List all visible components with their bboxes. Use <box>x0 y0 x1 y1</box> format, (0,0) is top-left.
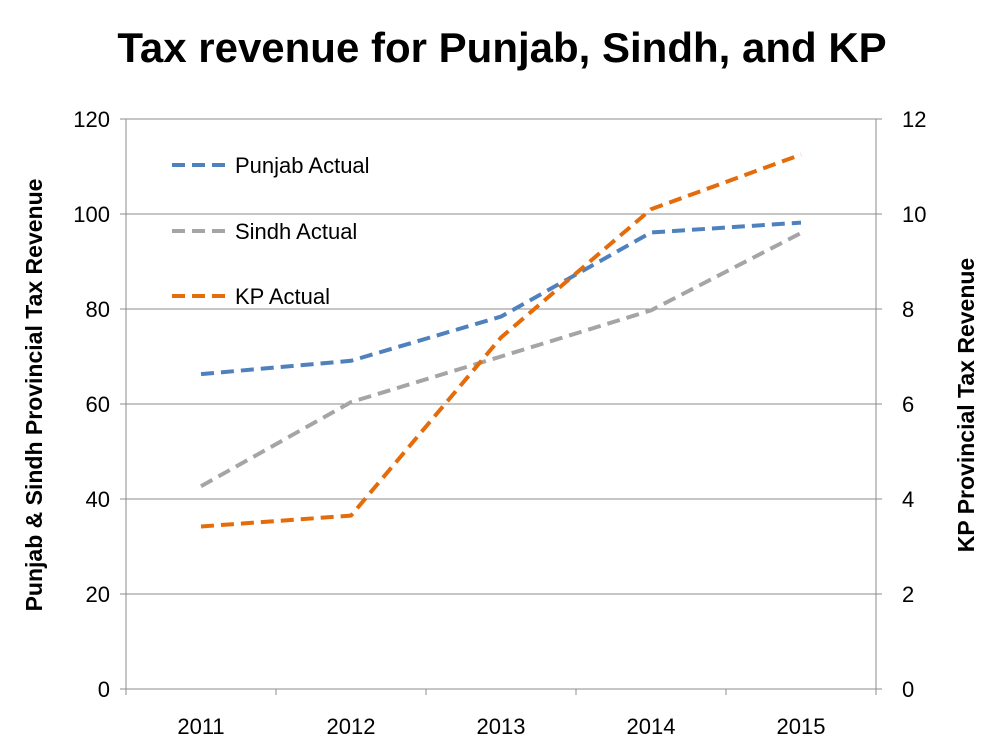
x-tick-label: 2012 <box>327 714 376 739</box>
x-ticks: 2011 2012 2013 2014 2015 <box>177 714 825 739</box>
right-y-tick-label: 6 <box>902 392 914 417</box>
series-lines <box>200 152 802 529</box>
right-y-ticks: 0 2 4 6 8 10 12 <box>902 107 926 702</box>
legend-label: Punjab Actual <box>235 153 370 178</box>
left-y-tick-label: 60 <box>86 392 110 417</box>
x-tick-label: 2011 <box>177 714 224 739</box>
axes <box>120 118 882 695</box>
left-y-tick-label: 80 <box>86 297 110 322</box>
right-y-tick-label: 12 <box>902 107 926 132</box>
series-line-kp-actual <box>200 152 802 529</box>
series-line-sindh-actual <box>200 231 802 488</box>
chart-title: Tax revenue for Punjab, Sindh, and KP <box>117 24 886 71</box>
right-y-tick-label: 4 <box>902 487 914 512</box>
left-y-tick-label: 100 <box>73 202 110 227</box>
right-y-tick-label: 0 <box>902 677 914 702</box>
left-y-tick-label: 20 <box>86 582 110 607</box>
series-line-punjab-actual <box>200 220 802 377</box>
legend-label: KP Actual <box>235 284 330 309</box>
left-y-tick-label: 40 <box>86 487 110 512</box>
x-tick-label: 2014 <box>627 714 676 739</box>
x-tick-label: 2015 <box>777 714 826 739</box>
legend-label: Sindh Actual <box>235 219 357 244</box>
right-y-tick-label: 10 <box>902 202 926 227</box>
right-y-axis-title: KP Provincial Tax Revenue <box>953 258 979 552</box>
left-y-axis-title: Punjab & Sindh Provincial Tax Revenue <box>21 179 47 612</box>
right-y-tick-label: 8 <box>902 297 914 322</box>
x-tick-label: 2013 <box>477 714 526 739</box>
right-y-tick-label: 2 <box>902 582 914 607</box>
left-y-ticks: 0 20 40 60 80 100 120 <box>73 107 110 702</box>
gridlines <box>126 118 876 595</box>
legend: Punjab Actual Sindh Actual KP Actual <box>172 153 370 309</box>
left-y-tick-label: 0 <box>98 677 110 702</box>
left-y-tick-label: 120 <box>73 107 110 132</box>
